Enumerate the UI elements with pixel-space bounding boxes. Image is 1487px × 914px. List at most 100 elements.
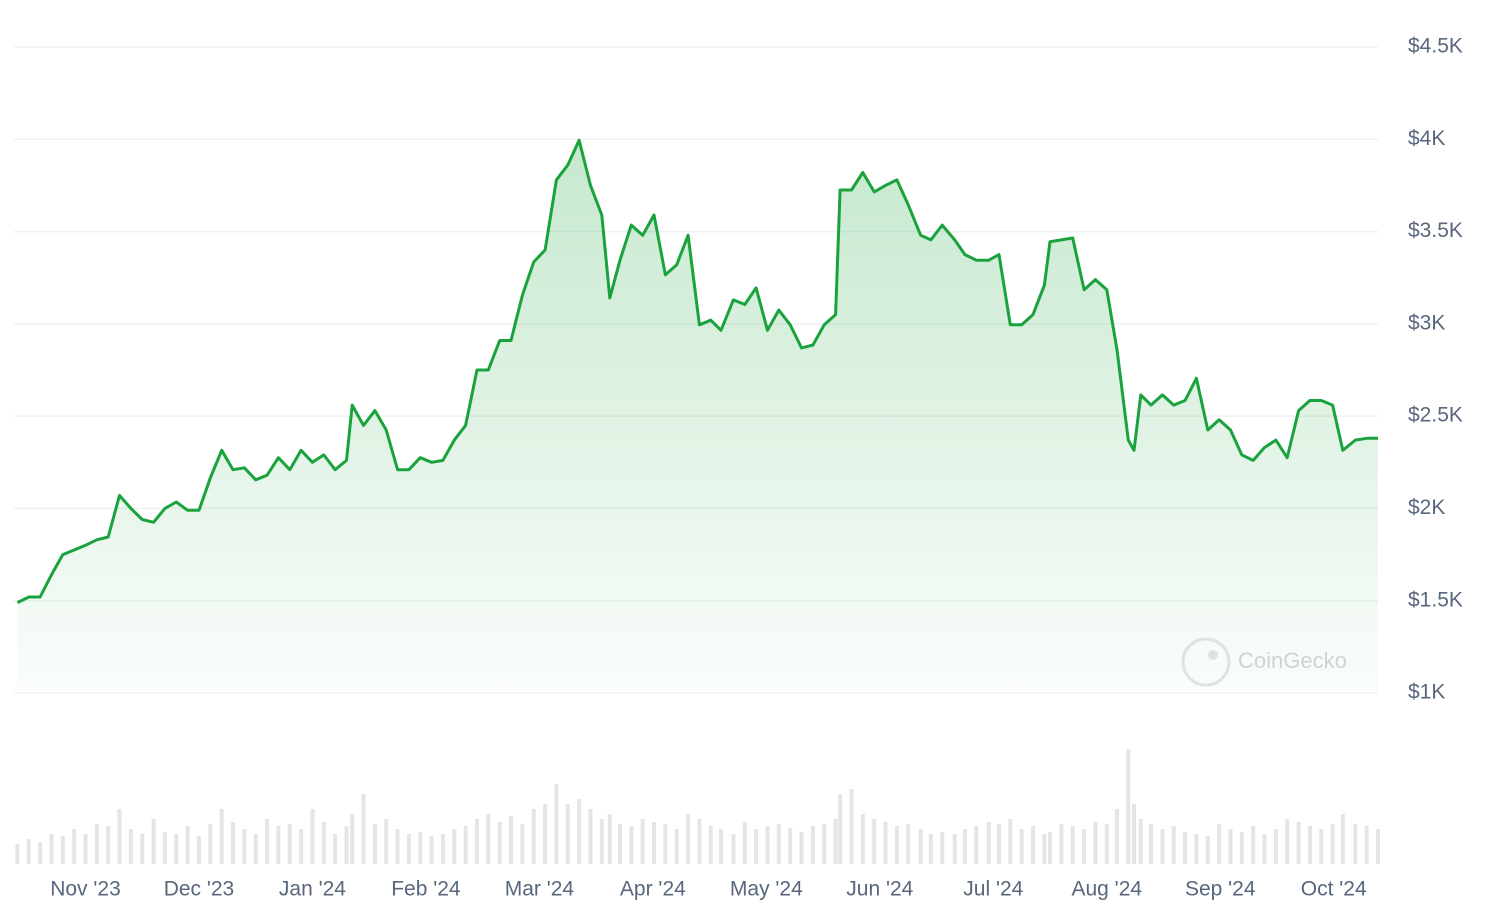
volume-bar bbox=[849, 789, 854, 864]
volume-bar bbox=[406, 834, 411, 864]
volume-bar bbox=[940, 832, 945, 864]
volume-bar bbox=[350, 814, 355, 864]
volume-bar bbox=[140, 834, 145, 864]
volume-bar bbox=[1126, 749, 1131, 864]
volume-bar bbox=[607, 814, 612, 864]
volume-bar bbox=[242, 829, 247, 864]
volume-bar bbox=[474, 819, 479, 864]
volume-bar bbox=[731, 834, 736, 864]
volume-bar bbox=[776, 824, 781, 864]
volume-bar bbox=[372, 824, 377, 864]
volume-bar bbox=[822, 824, 827, 864]
volume-bar bbox=[531, 809, 536, 864]
volume-bar bbox=[754, 829, 759, 864]
volume-bar bbox=[1296, 822, 1301, 864]
volume-bar bbox=[686, 814, 691, 864]
volume-bar bbox=[1059, 824, 1064, 864]
volume-bar bbox=[1138, 819, 1143, 864]
volume-bar bbox=[996, 824, 1001, 864]
volume-bar bbox=[708, 826, 713, 864]
x-tick-label: Jun '24 bbox=[846, 878, 913, 901]
x-tick-label: May '24 bbox=[730, 878, 803, 901]
x-tick-label: Mar '24 bbox=[505, 878, 575, 901]
volume-bar bbox=[883, 822, 888, 864]
volume-bar bbox=[742, 822, 747, 864]
volume-bar bbox=[1251, 826, 1256, 864]
volume-bar bbox=[640, 819, 645, 864]
volume-bar bbox=[287, 824, 292, 864]
volume-bar bbox=[486, 814, 491, 864]
volume-bar bbox=[60, 836, 65, 864]
volume-bar bbox=[1104, 824, 1109, 864]
area-fill bbox=[17, 140, 1378, 693]
volume-bar bbox=[1217, 824, 1222, 864]
volume-bar bbox=[652, 822, 657, 864]
volume-bar bbox=[452, 829, 457, 864]
volume-bar bbox=[1132, 804, 1137, 864]
volume-bar bbox=[543, 804, 548, 864]
axes: $1K $1.5K $2K $2.5K $3K $3.5K $4K $4.5K Nov '23 D… bbox=[50, 35, 1463, 901]
volume-bar bbox=[333, 834, 338, 864]
volume-bar bbox=[463, 826, 468, 864]
volume-bar bbox=[565, 804, 570, 864]
volume bbox=[15, 749, 1380, 864]
volume-bar bbox=[49, 834, 54, 864]
volume-bar bbox=[1008, 819, 1013, 864]
x-tick-label: Jul '24 bbox=[963, 878, 1023, 901]
volume-bar bbox=[1115, 809, 1120, 864]
volume-bar bbox=[94, 824, 99, 864]
volume-bar bbox=[1183, 832, 1188, 864]
volume-bar bbox=[310, 809, 315, 864]
x-tick-label: Dec '23 bbox=[164, 878, 235, 901]
watermark-logo-eye bbox=[1208, 650, 1218, 660]
volume-bar bbox=[1340, 814, 1345, 864]
y-tick-label: $1.5K bbox=[1408, 588, 1463, 611]
volume-bar bbox=[799, 832, 804, 864]
y-tick-label: $4.5K bbox=[1408, 35, 1463, 58]
volume-bar bbox=[833, 819, 838, 864]
volume-bar bbox=[1307, 826, 1312, 864]
volume-bar bbox=[344, 826, 349, 864]
price-line bbox=[16, 138, 1378, 604]
volume-bar bbox=[928, 834, 933, 864]
volume-bar bbox=[1273, 829, 1278, 864]
plot bbox=[16, 138, 1378, 693]
volume-bar bbox=[196, 836, 201, 864]
volume-bar bbox=[617, 824, 622, 864]
y-tick-label: $3K bbox=[1408, 311, 1445, 334]
volume-bar bbox=[1285, 819, 1290, 864]
volume-bar bbox=[117, 809, 122, 864]
volume-bar bbox=[577, 799, 582, 864]
volume-bar bbox=[395, 829, 400, 864]
volume-bar bbox=[1093, 822, 1098, 864]
volume-bar bbox=[151, 819, 156, 864]
volume-bar bbox=[15, 844, 20, 864]
y-tick-label: $4K bbox=[1408, 127, 1445, 150]
y-tick-label: $3.5K bbox=[1408, 219, 1463, 242]
watermark-logo bbox=[1181, 637, 1231, 687]
volume-bar bbox=[1330, 824, 1335, 864]
volume-bar bbox=[106, 826, 111, 864]
volume-bar bbox=[128, 829, 133, 864]
volume-bar bbox=[321, 822, 326, 864]
volume-bar bbox=[974, 826, 979, 864]
volume-bar bbox=[894, 826, 899, 864]
volume-bar bbox=[860, 814, 865, 864]
watermark: CoinGecko bbox=[1181, 637, 1347, 687]
volume-bar bbox=[1205, 836, 1210, 864]
y-tick-label: $2.5K bbox=[1408, 404, 1463, 427]
volume-bar bbox=[697, 819, 702, 864]
x-tick-label: Apr '24 bbox=[620, 878, 686, 901]
volume-bar bbox=[810, 826, 815, 864]
volume-bar bbox=[418, 832, 423, 864]
volume-bar bbox=[162, 832, 167, 864]
volume-bar bbox=[1228, 829, 1233, 864]
volume-bar bbox=[1262, 834, 1267, 864]
volume-bar bbox=[185, 826, 190, 864]
volume-bar bbox=[918, 829, 923, 864]
volume-bar bbox=[497, 822, 502, 864]
x-tick-label: Sep '24 bbox=[1185, 878, 1256, 901]
watermark-text: CoinGecko bbox=[1238, 648, 1347, 673]
volume-bar bbox=[1353, 824, 1358, 864]
